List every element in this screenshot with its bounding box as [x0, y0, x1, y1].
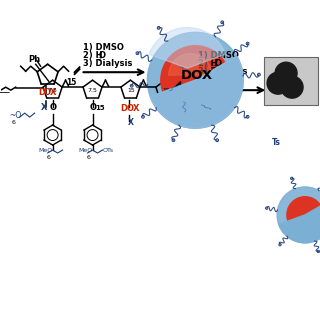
Text: 2) H: 2) H	[198, 59, 218, 68]
Text: Ts: Ts	[272, 138, 281, 147]
Text: 15: 15	[127, 88, 135, 93]
Wedge shape	[150, 56, 243, 128]
Wedge shape	[150, 56, 243, 128]
Circle shape	[281, 76, 303, 98]
Text: 7.5: 7.5	[88, 88, 97, 93]
Wedge shape	[169, 54, 212, 75]
Text: O: O	[44, 88, 51, 97]
Text: X: X	[132, 104, 139, 113]
Text: Ph: Ph	[29, 55, 41, 64]
Circle shape	[267, 72, 289, 94]
Text: MeO: MeO	[39, 148, 53, 153]
Circle shape	[277, 187, 320, 243]
Text: 15: 15	[67, 78, 77, 87]
Text: 6: 6	[47, 155, 51, 160]
Text: X: X	[127, 118, 133, 127]
Text: MeO: MeO	[78, 148, 93, 153]
Circle shape	[148, 32, 243, 128]
Text: ~O: ~O	[9, 111, 21, 120]
Text: 2) H: 2) H	[83, 51, 102, 60]
Circle shape	[275, 62, 297, 84]
Text: X: X	[40, 103, 47, 112]
Text: 15: 15	[96, 105, 105, 111]
Wedge shape	[279, 201, 320, 243]
Text: 2: 2	[213, 65, 217, 70]
Text: 1) DMSO: 1) DMSO	[83, 43, 124, 52]
Wedge shape	[161, 46, 230, 97]
Text: O: O	[126, 104, 133, 113]
Text: 6: 6	[12, 120, 16, 125]
Text: 1) DMSO: 1) DMSO	[198, 51, 239, 60]
Text: —: —	[0, 87, 10, 97]
Text: O: O	[50, 103, 57, 112]
Text: 6: 6	[86, 155, 91, 160]
Text: O: O	[215, 59, 222, 68]
Text: OTs: OTs	[102, 148, 114, 153]
FancyBboxPatch shape	[264, 57, 318, 105]
Wedge shape	[149, 28, 226, 68]
Text: D: D	[120, 104, 127, 113]
Text: D: D	[39, 88, 46, 97]
Text: O: O	[90, 103, 97, 112]
Text: 3) Dialysis: 3) Dialysis	[83, 59, 132, 68]
Text: 15: 15	[162, 88, 170, 93]
Text: 3) Dialysis: 3) Dialysis	[198, 67, 248, 76]
Text: DOX: DOX	[181, 69, 213, 82]
Text: 7.5: 7.5	[48, 88, 58, 93]
Wedge shape	[287, 197, 320, 224]
Text: 2: 2	[97, 57, 101, 62]
Text: O: O	[99, 51, 106, 60]
Text: X: X	[50, 88, 56, 97]
